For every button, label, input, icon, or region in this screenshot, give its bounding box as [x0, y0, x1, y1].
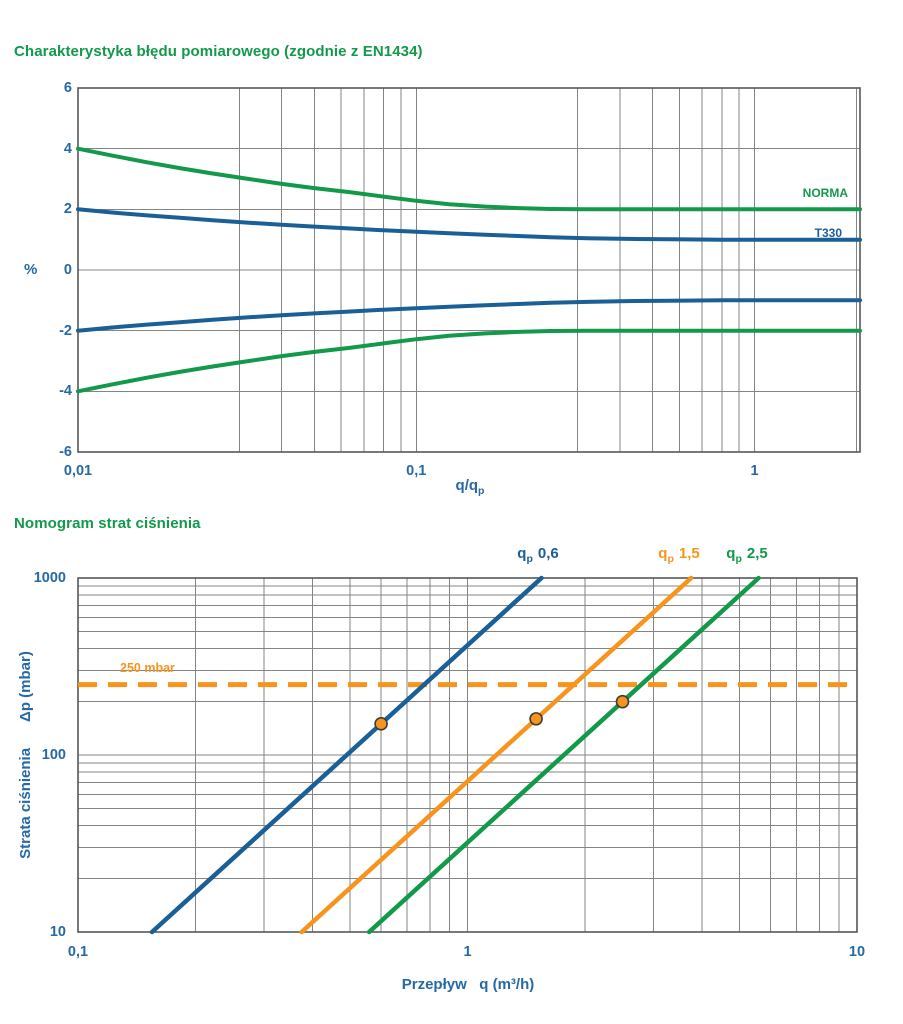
- chart2-y-tick-100: 100: [41, 747, 66, 763]
- chart1-y-tick-6: 6: [63, 80, 72, 96]
- legend-label-qp15: qp 1,5: [624, 545, 734, 568]
- legend-qp15-value: 1,5: [678, 545, 700, 562]
- chart1-y-tick-0: 0: [63, 262, 72, 278]
- chart2-title: Nomogram strat ciśnienia: [14, 515, 201, 532]
- curve-t330-lower: [76, 298, 862, 333]
- chart1-x-axis-title: q/qp: [420, 476, 520, 501]
- legend-qp25-q: q: [726, 545, 736, 562]
- curve-norma-lower: [76, 328, 862, 394]
- curve-t330-upper: [76, 207, 862, 242]
- chart1-y-tick-2: 2: [63, 201, 72, 218]
- chart2-grid: [78, 578, 857, 932]
- legend-qp25-sub: p: [735, 553, 742, 565]
- chart2-x-tick-1: 1: [463, 944, 472, 960]
- chart2-lines: [149, 575, 761, 935]
- dot-qp06: [374, 717, 388, 731]
- chart1-x-tick-0,1: 0,1: [406, 463, 427, 479]
- dot-qp15: [529, 712, 543, 726]
- chart1-plot-border: [77, 87, 861, 453]
- line-qp15: [299, 575, 694, 935]
- legend-qp15-q: q: [658, 545, 668, 562]
- chart1-title: Charakterystyka błędu pomiarowego (zgodn…: [14, 43, 423, 60]
- legend-qp06-sub: p: [526, 553, 533, 565]
- chart2-y-tick-10: 10: [49, 924, 66, 940]
- curve-norma-upper: [76, 146, 862, 212]
- chart1-y-tick--6: -6: [59, 444, 72, 460]
- reference-line-label: 250 mbar: [120, 661, 175, 675]
- chart1-x-axis-title-main: q/q: [455, 477, 479, 494]
- legend-qp06-value: 0,6: [537, 545, 559, 562]
- chart1-grid: [78, 88, 860, 452]
- chart1-y-tick-4: 4: [63, 140, 72, 157]
- chart2-y-tick-1000: 1000: [33, 570, 66, 586]
- series-label-t330: T330: [814, 226, 842, 240]
- chart1-x-axis-title-sub: p: [478, 485, 485, 497]
- chart1-x-tick-0,01: 0,01: [63, 463, 93, 479]
- series-label-norma: NORMA: [802, 186, 848, 200]
- legend-qp06-q: q: [517, 545, 527, 562]
- chart2-plot-border: [77, 577, 858, 933]
- legend-label-qp25: qp 2,5: [692, 545, 802, 568]
- legend-qp25-value: 2,5: [746, 545, 768, 562]
- chart2-x-axis-title: Przepływ q (m³/h): [401, 976, 535, 993]
- chart1-y-tick--4: -4: [59, 383, 72, 400]
- legend-label-qp06: qp 0,6: [483, 545, 593, 568]
- chart1-x-tick-1: 1: [750, 463, 759, 479]
- chart1-y-axis-unit: %: [24, 261, 38, 278]
- chart2-y-axis-title-part2: Δp (mbar): [17, 651, 34, 722]
- line-qp06: [149, 575, 544, 935]
- dot-qp25: [615, 694, 630, 709]
- chart1-y-tick--2: -2: [59, 322, 72, 339]
- chart1-curves: [76, 146, 862, 394]
- line-qp25: [366, 575, 761, 935]
- legend-qp15-sub: p: [667, 553, 674, 565]
- chart2-x-tick-0,1: 0,1: [67, 944, 89, 960]
- chart2-x-tick-10: 10: [848, 944, 866, 960]
